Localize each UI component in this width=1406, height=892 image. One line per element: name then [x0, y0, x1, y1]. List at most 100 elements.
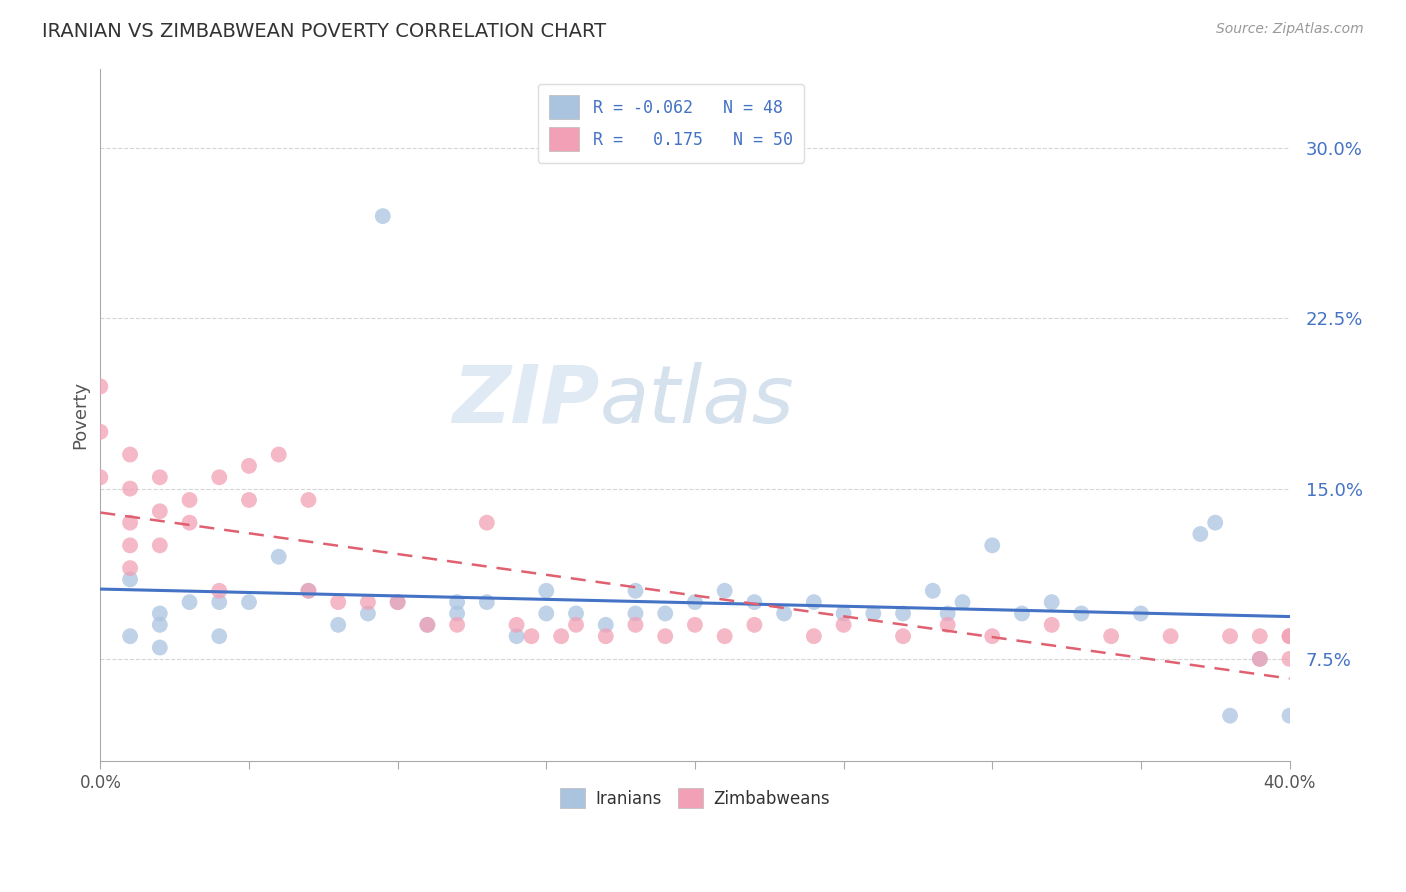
Point — [565, 617, 588, 632]
Point — [683, 617, 706, 632]
Point — [595, 617, 617, 632]
Y-axis label: Poverty: Poverty — [72, 381, 89, 449]
Point — [149, 504, 172, 518]
Point — [713, 629, 735, 643]
Point — [179, 492, 201, 507]
Point — [208, 629, 231, 643]
Point — [149, 538, 172, 552]
Point — [1278, 629, 1301, 643]
Point — [149, 640, 172, 655]
Point — [952, 595, 974, 609]
Point — [1011, 607, 1033, 621]
Point — [89, 379, 111, 393]
Point — [505, 629, 527, 643]
Point — [446, 617, 468, 632]
Text: Source: ZipAtlas.com: Source: ZipAtlas.com — [1216, 22, 1364, 37]
Point — [1160, 629, 1182, 643]
Point — [387, 595, 409, 609]
Point — [208, 595, 231, 609]
Point — [297, 583, 319, 598]
Point — [475, 516, 498, 530]
Point — [297, 583, 319, 598]
Point — [536, 583, 558, 598]
Point — [297, 492, 319, 507]
Point — [936, 617, 959, 632]
Point — [565, 607, 588, 621]
Point — [803, 595, 825, 609]
Point — [744, 617, 766, 632]
Point — [832, 607, 855, 621]
Point — [624, 617, 647, 632]
Point — [357, 595, 380, 609]
Point — [891, 607, 914, 621]
Point — [120, 448, 142, 462]
Point — [624, 583, 647, 598]
Point — [862, 607, 884, 621]
Point — [267, 549, 290, 564]
Point — [179, 516, 201, 530]
Point — [1278, 652, 1301, 666]
Point — [1040, 617, 1063, 632]
Point — [89, 425, 111, 439]
Point — [120, 538, 142, 552]
Point — [238, 458, 260, 473]
Point — [416, 617, 439, 632]
Point — [803, 629, 825, 643]
Point — [328, 617, 350, 632]
Point — [536, 607, 558, 621]
Point — [89, 470, 111, 484]
Point — [446, 607, 468, 621]
Point — [654, 629, 676, 643]
Point — [416, 617, 439, 632]
Point — [1070, 607, 1092, 621]
Point — [1219, 629, 1241, 643]
Text: atlas: atlas — [600, 362, 794, 440]
Point — [120, 573, 142, 587]
Point — [1278, 629, 1301, 643]
Point — [120, 561, 142, 575]
Point — [1278, 708, 1301, 723]
Point — [654, 607, 676, 621]
Point — [1040, 595, 1063, 609]
Point — [520, 629, 543, 643]
Point — [120, 629, 142, 643]
Point — [208, 470, 231, 484]
Point — [936, 607, 959, 621]
Point — [624, 607, 647, 621]
Point — [1129, 607, 1152, 621]
Point — [179, 595, 201, 609]
Point — [357, 607, 380, 621]
Point — [1249, 629, 1271, 643]
Point — [149, 470, 172, 484]
Point — [713, 583, 735, 598]
Point — [1249, 652, 1271, 666]
Point — [120, 482, 142, 496]
Point — [773, 607, 796, 621]
Point — [387, 595, 409, 609]
Point — [744, 595, 766, 609]
Point — [446, 595, 468, 609]
Point — [683, 595, 706, 609]
Legend: Iranians, Zimbabweans: Iranians, Zimbabweans — [554, 781, 837, 815]
Point — [149, 617, 172, 632]
Point — [981, 629, 1004, 643]
Point — [1204, 516, 1226, 530]
Point — [371, 209, 394, 223]
Point — [505, 617, 527, 632]
Text: ZIP: ZIP — [453, 362, 600, 440]
Point — [1189, 527, 1212, 541]
Point — [208, 583, 231, 598]
Point — [981, 538, 1004, 552]
Text: IRANIAN VS ZIMBABWEAN POVERTY CORRELATION CHART: IRANIAN VS ZIMBABWEAN POVERTY CORRELATIO… — [42, 22, 606, 41]
Point — [267, 448, 290, 462]
Point — [238, 492, 260, 507]
Point — [120, 516, 142, 530]
Point — [328, 595, 350, 609]
Point — [1219, 708, 1241, 723]
Point — [832, 617, 855, 632]
Point — [1099, 629, 1122, 643]
Point — [238, 595, 260, 609]
Point — [550, 629, 572, 643]
Point — [891, 629, 914, 643]
Point — [595, 629, 617, 643]
